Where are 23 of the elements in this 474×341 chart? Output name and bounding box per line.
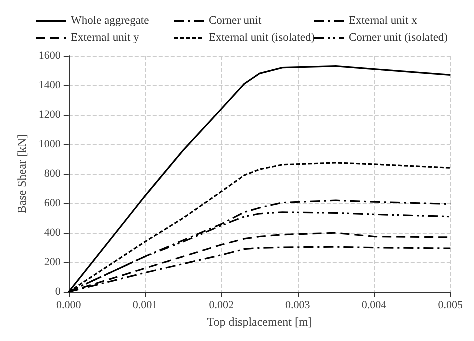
x-tick-label: 0.005 — [438, 300, 464, 312]
x-tick-label: 0.003 — [286, 300, 311, 312]
legend-label: Whole aggregate — [71, 15, 150, 27]
x-tick-label: 0.002 — [209, 300, 234, 312]
y-tick-label: 600 — [44, 198, 62, 210]
legend-label: Corner unit (isolated) — [349, 32, 448, 44]
legend-label: External unit y — [71, 32, 140, 44]
x-axis-title: Top displacement [m] — [207, 315, 312, 329]
x-tick-label: 0.001 — [132, 300, 158, 312]
legend-label: External unit (isolated) — [209, 32, 316, 44]
y-tick-label: 400 — [44, 227, 62, 240]
legend-label: External unit x — [349, 15, 418, 27]
y-tick-label: 1000 — [38, 138, 62, 151]
y-tick-label: 800 — [44, 168, 62, 180]
y-tick-label: 0 — [55, 286, 62, 298]
legend-label: Corner unit — [209, 15, 263, 27]
y-tick-label: 1400 — [38, 80, 62, 92]
y-axis-title: Base Shear [kN] — [15, 134, 29, 214]
y-tick-label: 1200 — [38, 109, 62, 122]
y-tick-label: 1600 — [38, 50, 62, 62]
x-tick-label: 0.004 — [362, 300, 388, 312]
y-tick-label: 200 — [44, 256, 62, 269]
x-tick-label: 0.000 — [56, 300, 82, 312]
